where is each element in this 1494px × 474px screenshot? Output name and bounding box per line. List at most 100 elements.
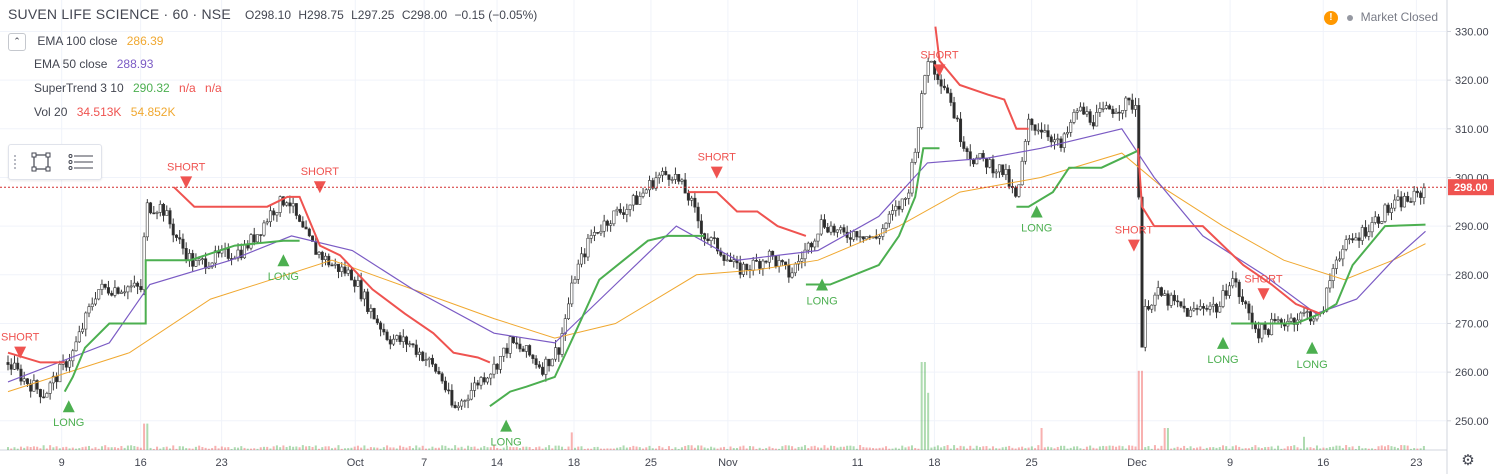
volume-bar bbox=[318, 448, 321, 450]
volume-bar bbox=[1157, 448, 1160, 450]
legend-row-ema100[interactable]: ⌃ EMA 100 close 286.39 bbox=[8, 33, 163, 51]
time-tick-label: 16 bbox=[135, 457, 147, 469]
candle-down bbox=[622, 212, 626, 215]
candle-down bbox=[683, 179, 687, 194]
sell-arrow-icon bbox=[710, 166, 723, 179]
candle-down bbox=[949, 92, 953, 103]
candle-up bbox=[829, 225, 833, 233]
candle-down bbox=[421, 351, 425, 361]
volume-bar bbox=[334, 447, 337, 450]
candle-down bbox=[1046, 130, 1050, 138]
volume-bar bbox=[412, 448, 414, 450]
volume-bar bbox=[136, 446, 139, 450]
candle-up bbox=[1341, 248, 1345, 260]
volume-bar bbox=[933, 446, 936, 450]
time-tick-label: Oct bbox=[347, 457, 364, 469]
volume-bar bbox=[104, 445, 107, 450]
candle-down bbox=[174, 234, 178, 238]
gear-icon[interactable]: ⚙ bbox=[1461, 452, 1475, 469]
signal-label: LONG bbox=[53, 417, 84, 429]
candle-down bbox=[1266, 329, 1270, 336]
candle-down bbox=[868, 236, 872, 239]
candle-down bbox=[226, 248, 230, 259]
candle-down bbox=[382, 328, 386, 333]
candle-up bbox=[1072, 112, 1076, 123]
candle-up bbox=[1114, 111, 1118, 115]
volume-bar bbox=[1286, 446, 1289, 450]
candle-down bbox=[1176, 300, 1180, 303]
time-tick-label: Dec bbox=[1127, 457, 1147, 469]
volume-bar bbox=[1277, 445, 1280, 450]
sell-arrow-icon bbox=[1127, 239, 1140, 252]
drag-handle-icon[interactable] bbox=[13, 154, 17, 170]
volume-bar bbox=[444, 445, 447, 450]
data-window-icon[interactable] bbox=[67, 150, 95, 174]
volume-bar bbox=[1257, 447, 1260, 450]
volume-bar bbox=[71, 447, 74, 450]
legend-row-supertrend[interactable]: SuperTrend 3 10 290.32 n/a n/a bbox=[8, 81, 222, 95]
candle-down bbox=[936, 74, 940, 81]
candle-up bbox=[997, 164, 1001, 173]
volume-bar bbox=[920, 362, 923, 450]
volume-bar bbox=[849, 445, 852, 450]
candle-up bbox=[275, 212, 279, 216]
volume-bar bbox=[548, 445, 551, 450]
candle-up bbox=[486, 377, 490, 383]
short-signal: SHORT bbox=[1, 332, 40, 359]
legend-row-ema50[interactable]: EMA 50 close 288.93 bbox=[8, 57, 153, 71]
volume-bar bbox=[966, 448, 969, 450]
volume-bar bbox=[243, 447, 246, 450]
volume-bar bbox=[1218, 447, 1221, 450]
volume-bar bbox=[198, 445, 201, 450]
candle-up bbox=[1383, 204, 1387, 222]
volume-bar bbox=[382, 447, 385, 450]
candle-down bbox=[1179, 301, 1183, 307]
candle-up bbox=[648, 180, 652, 191]
candle-up bbox=[589, 235, 593, 239]
volume-bar bbox=[1072, 446, 1075, 450]
volume-bar bbox=[1231, 446, 1234, 450]
candle-up bbox=[1354, 237, 1358, 241]
candle-up bbox=[123, 291, 127, 294]
supertrend-up-line bbox=[805, 147, 940, 286]
exchange-label: NSE bbox=[201, 6, 231, 22]
volume-bar bbox=[1409, 448, 1412, 450]
market-status[interactable]: ! Market Closed bbox=[1323, 10, 1438, 25]
volume-bar bbox=[839, 446, 842, 450]
candles bbox=[6, 57, 1426, 411]
candle-down bbox=[518, 343, 522, 350]
volume-bar bbox=[745, 448, 748, 450]
volume-bar bbox=[214, 445, 217, 450]
warning-icon[interactable]: ! bbox=[1323, 10, 1338, 25]
volume-bar bbox=[314, 445, 317, 450]
signal-label: LONG bbox=[806, 296, 837, 308]
volume-bar bbox=[901, 445, 904, 450]
candle-down bbox=[405, 336, 409, 345]
volume-bar bbox=[343, 448, 346, 450]
candle-up bbox=[1312, 318, 1316, 322]
object-tree-icon[interactable] bbox=[29, 150, 53, 174]
candle-down bbox=[1182, 305, 1186, 309]
volume-bar bbox=[405, 447, 408, 450]
volume-bar bbox=[467, 445, 470, 450]
candle-down bbox=[754, 259, 758, 262]
legend-row-volume[interactable]: Vol 20 34.513K 54.852K bbox=[8, 105, 176, 119]
symbol-title[interactable]: SUVEN LIFE SCIENCE · 60 · NSE bbox=[8, 6, 231, 22]
volume-bar bbox=[606, 448, 609, 450]
candle-down bbox=[252, 234, 256, 243]
current-price-label: 298.00 bbox=[1454, 182, 1488, 194]
chevron-up-icon[interactable]: ⌃ bbox=[8, 33, 26, 51]
candle-down bbox=[1040, 129, 1044, 133]
candle-down bbox=[1014, 187, 1018, 197]
supertrend-down-line bbox=[173, 186, 491, 364]
candle-up bbox=[576, 263, 580, 280]
volume-bar bbox=[953, 445, 956, 450]
candle-up bbox=[816, 233, 820, 242]
candle-up bbox=[317, 251, 321, 255]
candle-up bbox=[1104, 105, 1108, 109]
volume-bar bbox=[800, 446, 803, 450]
candle-down bbox=[440, 373, 444, 382]
volume-bar bbox=[308, 445, 311, 450]
volume-bar bbox=[117, 447, 120, 450]
